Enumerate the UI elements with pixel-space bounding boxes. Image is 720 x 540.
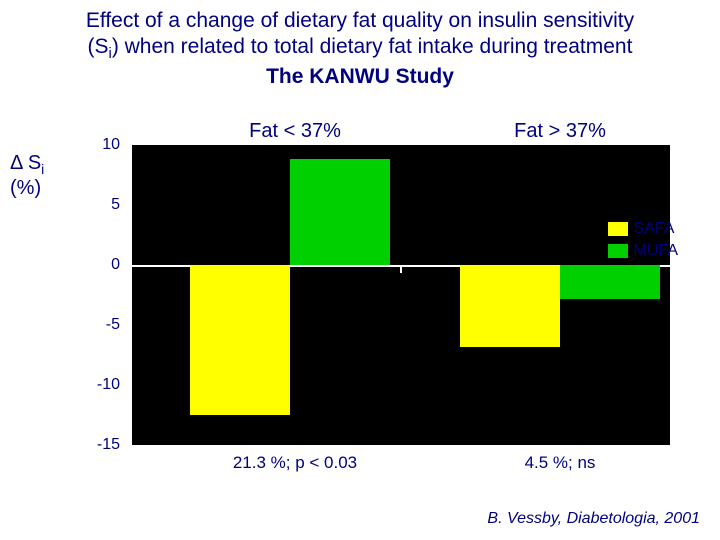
legend-item-safa: SAFA — [608, 220, 678, 238]
title-line-2b: ) when related to total dietary fat inta… — [112, 35, 633, 58]
plot-area — [130, 145, 670, 445]
bar-chart: 1050-5-10-15Fat < 37%21.3 %; p < 0.03Fat… — [90, 120, 690, 480]
y-axis-label: Δ Si (%) — [10, 152, 44, 199]
y-axis-subscript: i — [41, 161, 44, 177]
group-label: Fat < 37% — [249, 120, 341, 143]
y-tick-label: -5 — [60, 316, 120, 334]
citation: B. Vessby, Diabetologia, 2001 — [487, 510, 700, 528]
y-tick — [120, 385, 130, 387]
legend-label: SAFA — [634, 220, 675, 238]
bar-mufa — [290, 159, 390, 265]
y-tick — [120, 145, 130, 147]
legend: SAFA MUFA — [608, 220, 678, 264]
legend-label: MUFA — [634, 242, 678, 260]
title-line-1: Effect of a change of dietary fat qualit… — [86, 9, 634, 32]
y-tick-label: -10 — [60, 376, 120, 394]
stat-label: 21.3 %; p < 0.03 — [233, 453, 357, 473]
y-tick-label: 5 — [60, 196, 120, 214]
y-tick-label: -15 — [60, 436, 120, 454]
y-axis-label-a: Δ S — [10, 152, 41, 174]
bar-safa — [460, 265, 560, 347]
group-label: Fat > 37% — [514, 120, 606, 143]
legend-swatch — [608, 244, 628, 258]
bar-safa — [190, 265, 290, 415]
y-tick — [120, 205, 130, 207]
y-tick-label: 0 — [60, 256, 120, 274]
bar-mufa — [560, 265, 660, 299]
y-tick-label: 10 — [60, 136, 120, 154]
legend-item-mufa: MUFA — [608, 242, 678, 260]
slide-title: Effect of a change of dietary fat qualit… — [30, 8, 690, 90]
legend-swatch — [608, 222, 628, 236]
slide: Effect of a change of dietary fat qualit… — [0, 0, 720, 540]
x-mid-tick — [400, 265, 402, 273]
title-line-2a: (S — [88, 35, 109, 58]
y-axis-label-b: (%) — [10, 177, 41, 199]
y-tick — [120, 325, 130, 327]
y-axis-line — [130, 145, 132, 445]
y-tick — [120, 265, 130, 267]
title-line-3: The KANWU Study — [266, 65, 454, 88]
stat-label: 4.5 %; ns — [525, 453, 596, 473]
y-tick — [120, 445, 130, 447]
